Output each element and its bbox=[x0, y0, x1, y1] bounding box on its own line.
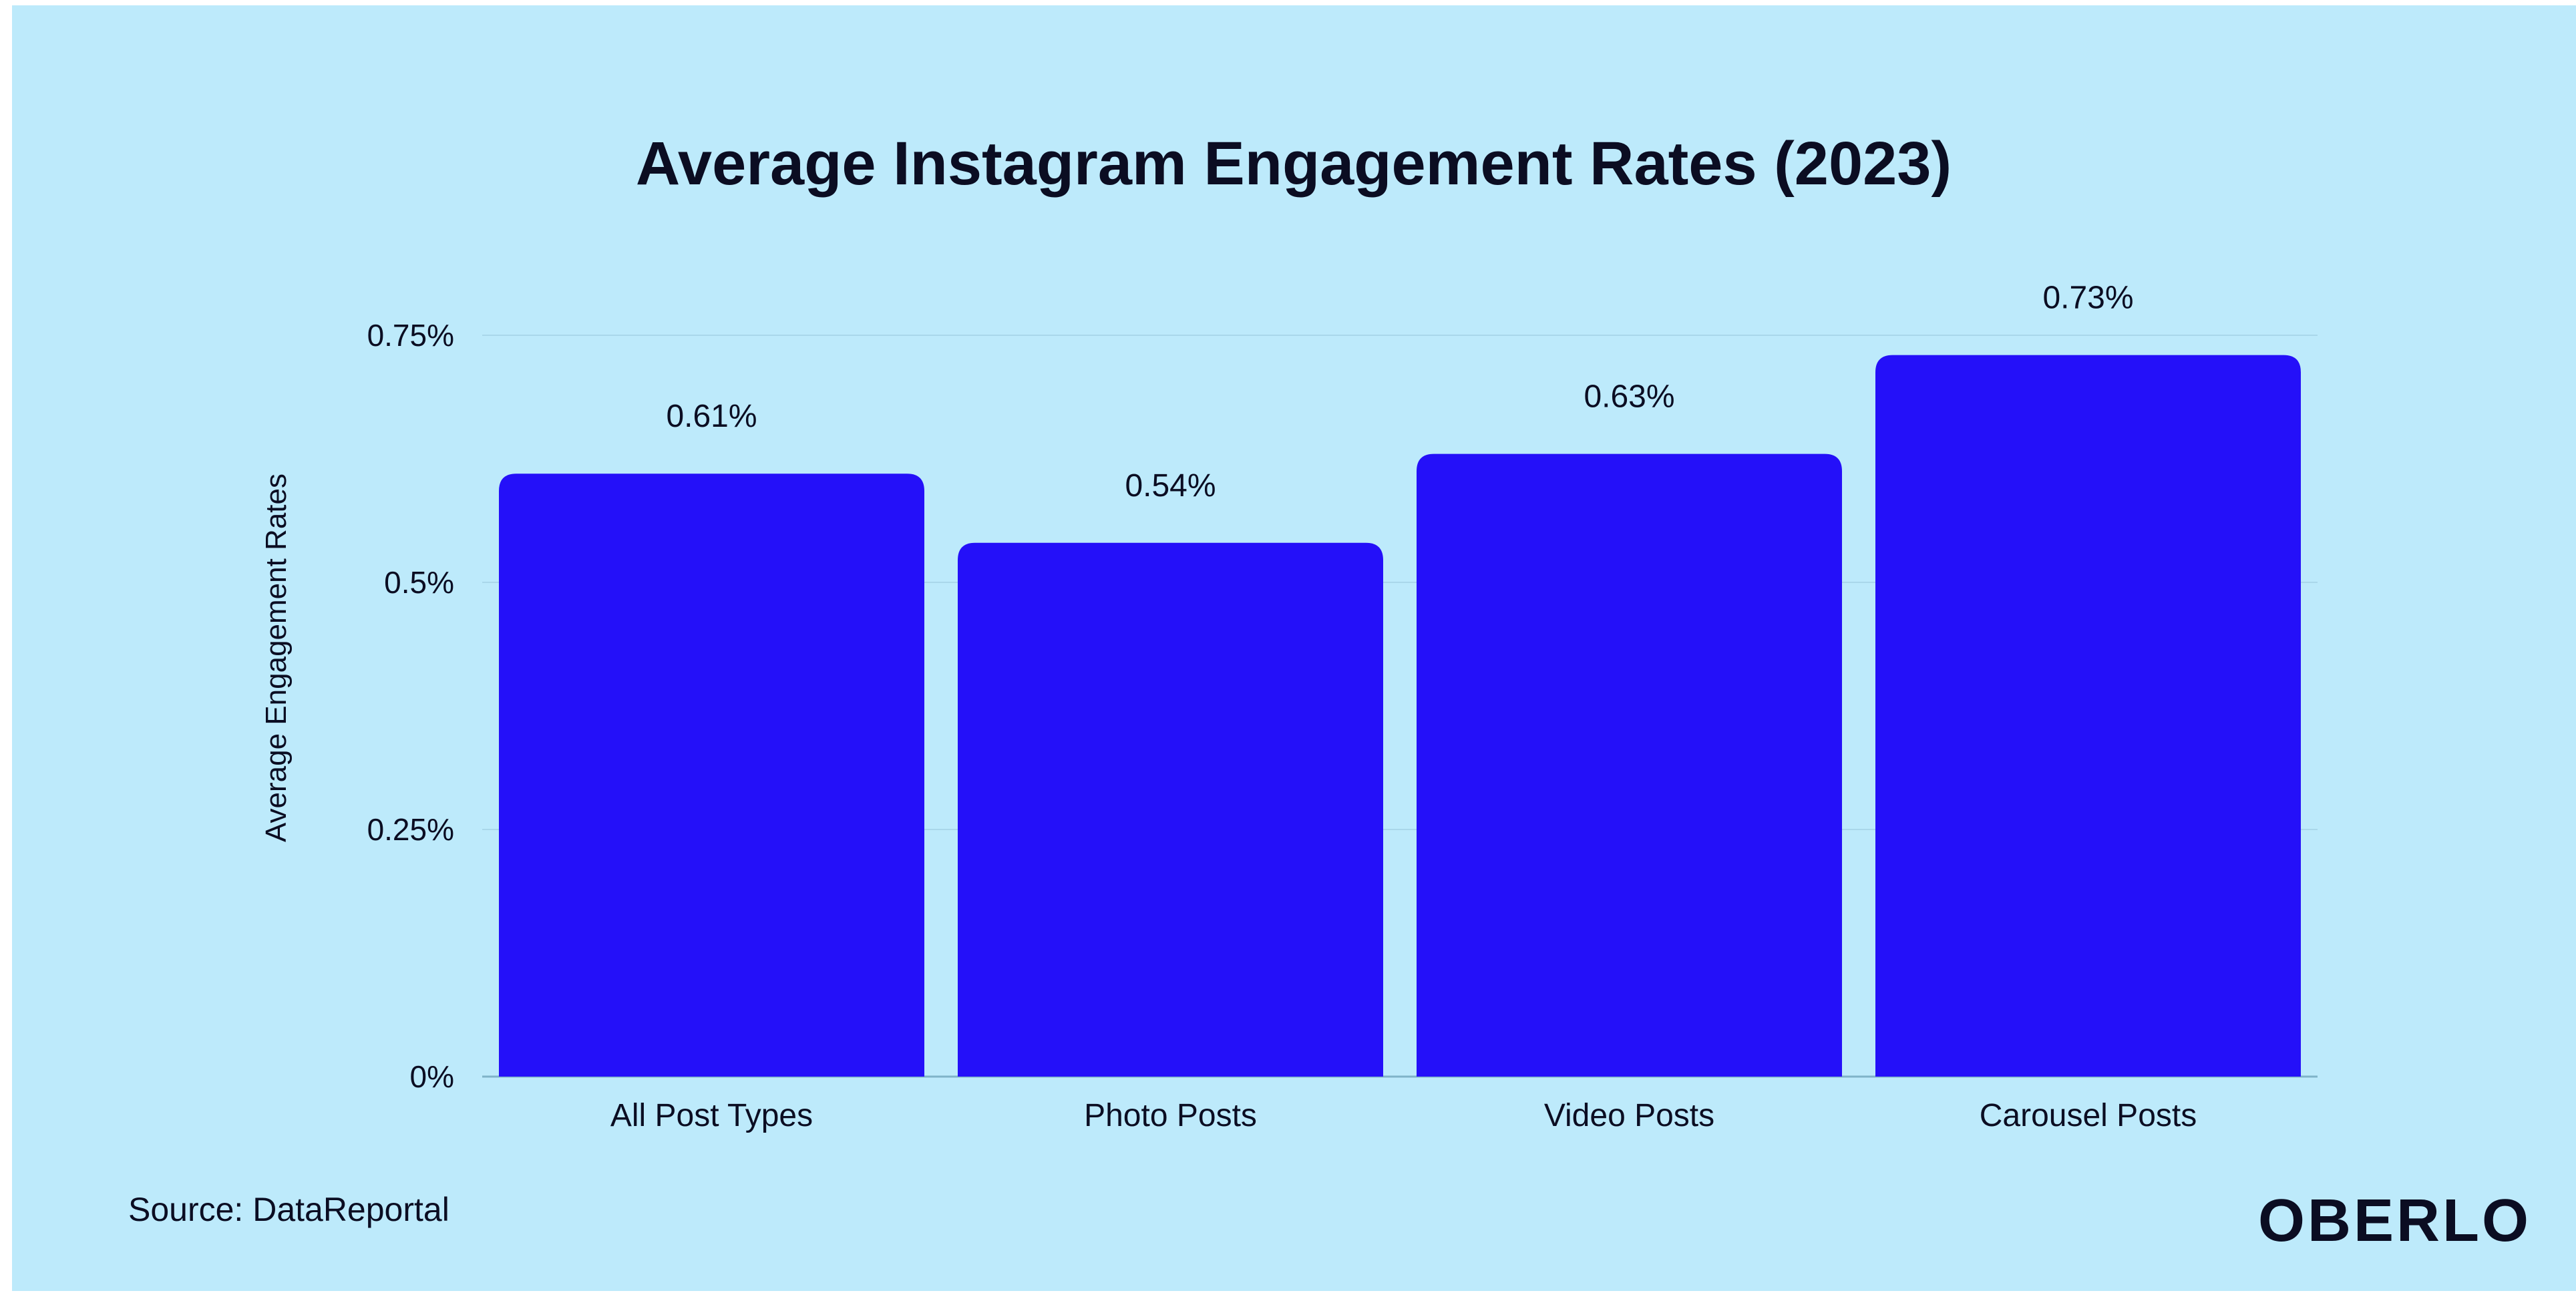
source-note: Source: DataReportal bbox=[128, 1191, 449, 1228]
y-axis-label: Average Engagement Rates bbox=[260, 474, 293, 842]
value-label: 0.54% bbox=[1125, 468, 1216, 504]
value-label: 0.61% bbox=[666, 399, 757, 434]
bar-photo-posts bbox=[958, 542, 1383, 1077]
bars bbox=[499, 355, 2301, 1077]
y-tick-label: 0% bbox=[410, 1059, 454, 1094]
value-label: 0.63% bbox=[1584, 379, 1674, 415]
x-tick-label: Photo Posts bbox=[1084, 1098, 1257, 1133]
x-tick-label: All Post Types bbox=[610, 1098, 813, 1133]
y-tick-label: 0.75% bbox=[367, 318, 454, 353]
bar-video-posts bbox=[1417, 453, 1842, 1077]
value-label: 0.73% bbox=[2042, 281, 2133, 316]
oberlo-logo: OBERLO bbox=[2258, 1187, 2531, 1254]
x-tick-label: Carousel Posts bbox=[1980, 1098, 2197, 1133]
value-labels: 0.61% 0.54% 0.63% 0.73% bbox=[666, 281, 2133, 504]
bar-all-post-types bbox=[499, 474, 924, 1077]
y-tick-label: 0.25% bbox=[367, 812, 454, 847]
bar-carousel-posts bbox=[1875, 355, 2301, 1077]
x-axis-ticks: All Post Types Photo Posts Video Posts Caro… bbox=[610, 1098, 2197, 1133]
x-tick-label: Video Posts bbox=[1544, 1098, 1714, 1133]
chart-title: Average Instagram Engagement Rates (2023… bbox=[636, 130, 1952, 198]
y-axis-ticks: 0% 0.25% 0.5% 0.75% bbox=[367, 318, 454, 1094]
y-tick-label: 0.5% bbox=[384, 565, 454, 600]
